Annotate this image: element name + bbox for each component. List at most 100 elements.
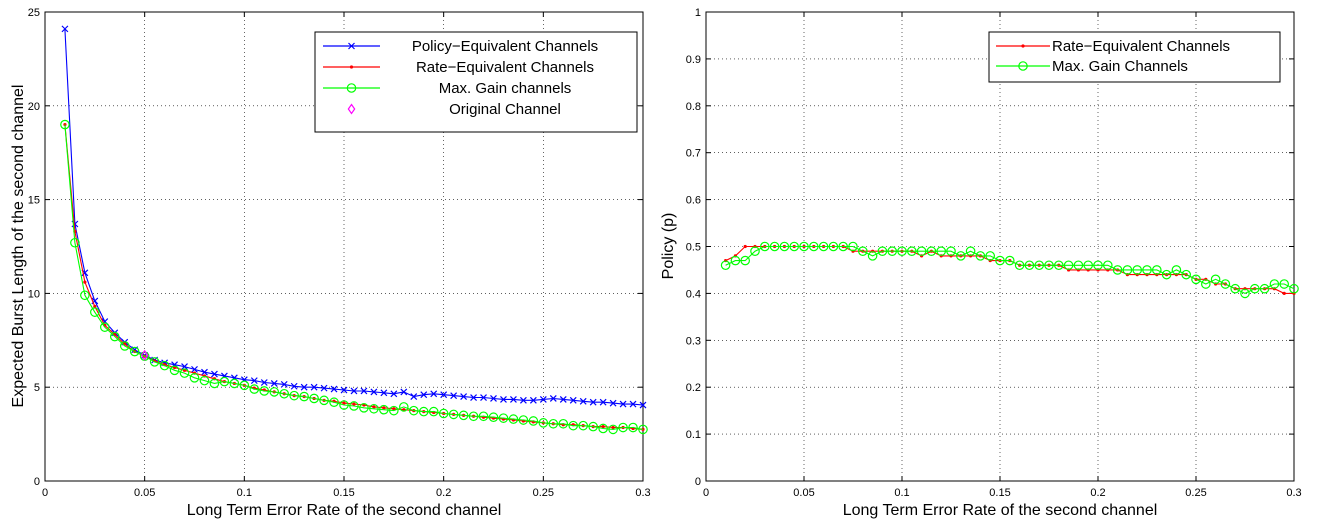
- legend-box: [314, 31, 638, 133]
- data-point: [211, 370, 218, 378]
- data-point: [619, 400, 627, 408]
- data-point: [448, 409, 459, 420]
- legend-label: Max. Gain channels: [439, 80, 572, 97]
- data-point: [346, 83, 357, 93]
- data-point: [140, 349, 149, 361]
- y-tick-label: 0.5: [686, 242, 701, 254]
- data-point: [360, 387, 368, 395]
- data-point: [1171, 265, 1182, 275]
- data-point: [260, 379, 268, 386]
- data-point: [219, 376, 230, 387]
- data-point: [1093, 260, 1103, 271]
- data-point: [779, 241, 790, 252]
- data-point: [389, 405, 399, 416]
- data-point: [181, 363, 188, 370]
- data-point: [926, 246, 937, 256]
- data-point: [149, 357, 160, 367]
- data-point: [897, 246, 907, 256]
- data-point: [450, 392, 458, 400]
- data-point: [468, 411, 479, 422]
- legend-label: Original Channel: [449, 101, 561, 118]
- data-point: [93, 304, 97, 309]
- y-tick-label: 0.3: [686, 335, 701, 347]
- data-point: [1210, 274, 1221, 285]
- data-point: [350, 387, 358, 395]
- data-point: [569, 396, 577, 404]
- data-point: [848, 241, 858, 252]
- data-point: [347, 103, 356, 115]
- y-tick-label: 0.1: [686, 429, 701, 441]
- data-point: [199, 375, 210, 386]
- x-tick-label: 0.1: [237, 487, 252, 499]
- data-point: [1103, 260, 1113, 271]
- axis-ticks: 0 0.05 0.1 0.15 0.2 0.25 0.3 0 5 10 15 20 25: [28, 7, 651, 499]
- data-point: [189, 373, 200, 383]
- data-point: [1181, 269, 1191, 280]
- data-point: [440, 391, 448, 399]
- data-point: [289, 390, 299, 401]
- data-point: [1112, 265, 1123, 275]
- data-point: [1282, 291, 1286, 295]
- data-point: [319, 395, 329, 406]
- data-point: [460, 393, 468, 401]
- data-point: [769, 241, 780, 252]
- data-point: [80, 290, 90, 301]
- series-layer: [720, 241, 1299, 299]
- data-point: [965, 246, 976, 256]
- series-line: [64, 124, 644, 430]
- data-point: [548, 418, 559, 429]
- x-tick-label: 0.1: [894, 487, 909, 499]
- y-tick-label: 20: [28, 101, 40, 113]
- data-point: [518, 415, 529, 425]
- data-point: [588, 421, 598, 432]
- data-point: [857, 246, 868, 256]
- data-point: [510, 395, 517, 403]
- x-tick-label: 0.3: [635, 487, 650, 499]
- data-point: [559, 395, 567, 403]
- x-axis-label: Long Term Error Rate of the second chann…: [187, 502, 502, 519]
- data-point: [1083, 260, 1093, 271]
- data-point: [250, 377, 258, 385]
- data-point: [478, 411, 489, 422]
- data-point: [887, 246, 897, 256]
- y-tick-label: 15: [28, 195, 40, 207]
- data-point: [480, 394, 487, 401]
- data-point: [191, 365, 198, 373]
- data-point: [348, 42, 355, 50]
- y-tick-label: 0: [34, 476, 40, 488]
- data-point: [280, 380, 288, 388]
- x-tick-label: 0.15: [989, 487, 1010, 499]
- legend-label: Rate−Equivalent Channels: [1052, 38, 1230, 55]
- data-point: [558, 418, 569, 429]
- data-point: [209, 378, 220, 389]
- data-point: [309, 393, 319, 404]
- data-point: [1201, 279, 1211, 289]
- data-point: [380, 389, 388, 397]
- y-axis-label: Expected Burst Length of the second chan…: [10, 85, 27, 408]
- data-point: [229, 378, 240, 389]
- data-point: [61, 25, 69, 33]
- data-point: [60, 119, 70, 130]
- data-point: [370, 388, 378, 396]
- data-point: [867, 251, 878, 261]
- x-tick-label: 0.2: [436, 487, 451, 499]
- data-point: [299, 391, 309, 402]
- data-point: [599, 398, 607, 406]
- data-point: [339, 400, 349, 410]
- y-tick-label: 0.4: [686, 288, 701, 300]
- data-point: [392, 407, 396, 411]
- data-point: [109, 331, 120, 342]
- data-point: [740, 255, 750, 266]
- data-point: [1054, 260, 1064, 271]
- data-point: [828, 241, 839, 252]
- data-point: [629, 400, 637, 408]
- data-point: [639, 401, 647, 409]
- legend-item: Rate−Equivalent Channels: [323, 59, 594, 76]
- y-tick-label: 1: [695, 7, 701, 19]
- x-tick-label: 0.05: [134, 487, 155, 499]
- data-point: [508, 414, 519, 424]
- data-point: [789, 241, 799, 252]
- x-tick-label: 0.05: [793, 487, 814, 499]
- data-point: [90, 307, 100, 317]
- data-point: [1142, 265, 1152, 275]
